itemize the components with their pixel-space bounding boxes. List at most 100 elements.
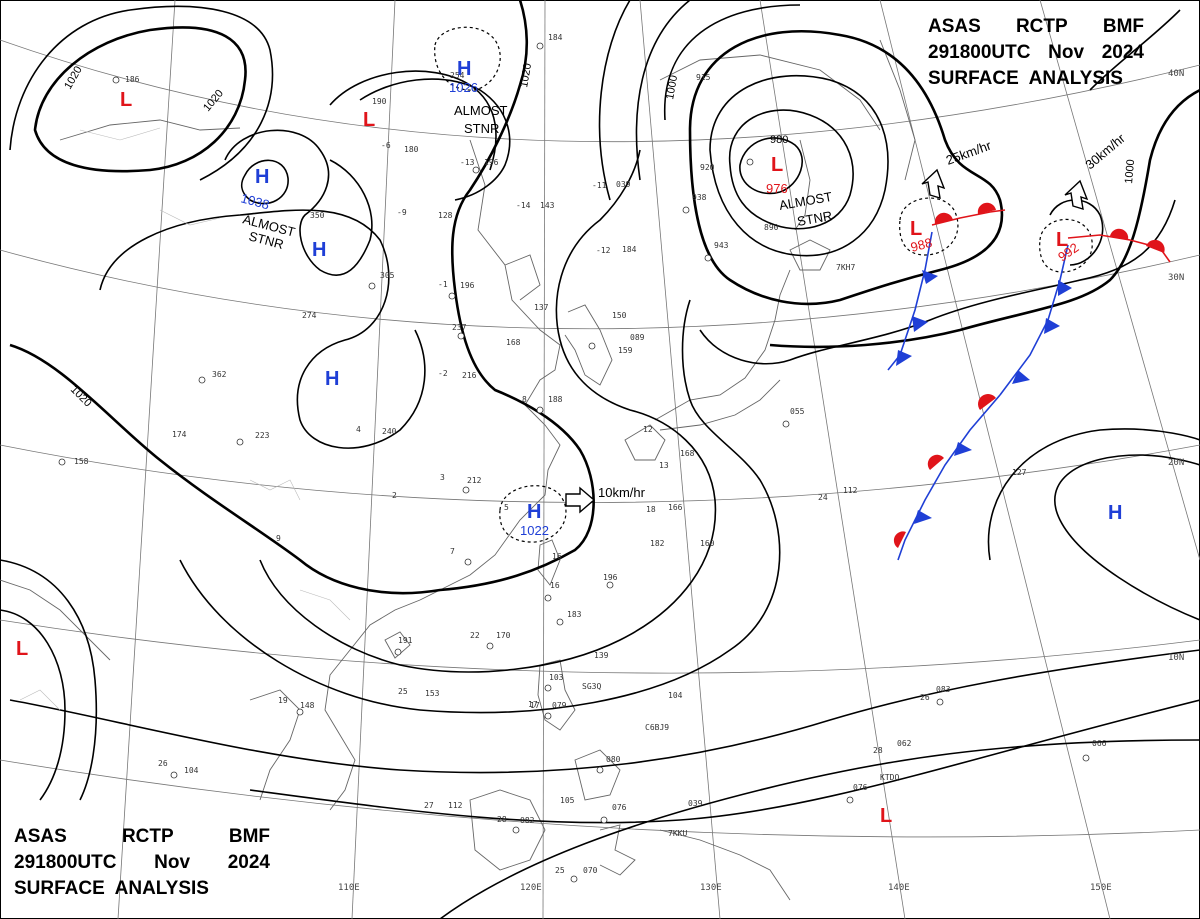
isobar-outer-east-3 xyxy=(598,0,631,201)
high-symbol: H xyxy=(527,501,541,523)
station-circle xyxy=(936,698,944,706)
high-symbol: H xyxy=(255,166,269,188)
coast-india xyxy=(0,579,111,661)
station-pressure: 153 xyxy=(425,689,440,698)
station-pressure: 182 xyxy=(650,539,665,548)
cold-barb xyxy=(954,442,972,456)
station-temp: 18 xyxy=(646,505,656,514)
cold-barb xyxy=(1058,280,1072,296)
isobar-low-976-2 xyxy=(728,109,854,230)
station-pressure: 237 xyxy=(452,323,467,332)
isobar-outer-1 xyxy=(179,299,781,714)
station-circle xyxy=(536,42,544,50)
station-circle xyxy=(368,282,376,290)
station-temp: 28 xyxy=(873,746,883,755)
isobar-mongolia-high-inner xyxy=(240,159,289,205)
lat-label: 20N xyxy=(1168,458,1184,468)
station-temp: 27 xyxy=(424,801,434,810)
station-temp: 4 xyxy=(356,425,361,434)
station-temp: -1 xyxy=(438,280,448,289)
station-temp: 5 xyxy=(504,503,509,512)
isobar-outer-2 xyxy=(9,649,1200,774)
station-temp: -14 xyxy=(516,201,531,210)
station-circle xyxy=(198,376,206,384)
station-circle xyxy=(448,292,456,300)
coast-mindanao xyxy=(574,749,621,801)
station-pressure: 274 xyxy=(302,311,317,320)
station-pressure: 305 xyxy=(380,271,395,280)
stationary-front xyxy=(897,394,1001,561)
title-line-2: 291800UTC Nov 2024 xyxy=(928,40,1144,66)
dashed-988 xyxy=(899,197,959,256)
low-value: 976 xyxy=(766,181,788,196)
meridian-140e xyxy=(759,0,906,919)
station-pressure: 103 xyxy=(549,673,564,682)
title-source: ASAS xyxy=(928,16,981,37)
parallel-30n xyxy=(0,249,1200,330)
station-temp: 22 xyxy=(470,631,480,640)
station-circle xyxy=(457,332,465,340)
station-circle xyxy=(462,486,470,494)
almost-stnr-label: ALMOST xyxy=(454,103,508,118)
ship-callsigns: C6BJ9 7KKU KTDQ SG3Q 7KH7 xyxy=(582,263,899,838)
station-temp: 16 xyxy=(552,552,562,561)
parallel-0 xyxy=(0,759,1200,838)
station-markers xyxy=(58,42,1090,883)
high-symbol: H xyxy=(312,239,326,261)
station-pressure: 915 xyxy=(696,73,711,82)
isobar-1000 xyxy=(688,30,1004,306)
station-pressure: 039 xyxy=(688,799,703,808)
cold-barb xyxy=(914,510,932,524)
isobar-southwest-2 xyxy=(0,609,66,801)
station-pressure: 254 xyxy=(450,71,465,80)
coast-okhotsk xyxy=(659,54,881,131)
station-pressure: 105 xyxy=(560,796,575,805)
graticule-labels: 110E 120E 130E 140E 150E 40N 30N 20N 10N xyxy=(338,69,1184,893)
station-pressure: 104 xyxy=(668,691,683,700)
coast-japan-honshu xyxy=(654,269,791,421)
almost-stnr-label: STNR xyxy=(464,121,499,136)
station-circle xyxy=(536,406,544,414)
station-pressure: 188 xyxy=(548,395,563,404)
station-pressure: 174 xyxy=(172,430,187,439)
coast-hokkaido xyxy=(789,239,831,271)
isobar-label: 980 xyxy=(770,134,788,146)
low-symbol: L xyxy=(16,638,28,660)
isobar-pacific-high xyxy=(987,428,1200,561)
station-circle xyxy=(544,684,552,692)
station-pressure: 170 xyxy=(496,631,511,640)
station-circle xyxy=(556,618,564,626)
motion-arrow-ne-2 xyxy=(1064,179,1089,210)
lat-label: 10N xyxy=(1168,653,1184,663)
lon-label: 110E xyxy=(338,883,360,893)
station-temp: 8 xyxy=(522,395,527,404)
coast-bohai xyxy=(504,254,541,301)
title-code: BMF xyxy=(1102,16,1144,37)
cold-barb xyxy=(1012,370,1030,384)
station-circle xyxy=(58,458,66,466)
motion-speed-label: 10km/hr xyxy=(598,485,646,500)
title-line-3: SURFACE ANALYSIS xyxy=(14,876,270,902)
station-circle xyxy=(236,438,244,446)
coast-taiwan xyxy=(537,539,561,586)
lon-label: 130E xyxy=(700,883,722,893)
lon-label: 120E xyxy=(520,883,542,893)
station-pressure: 127 xyxy=(1012,468,1027,477)
low-value: 988 xyxy=(909,235,934,255)
station-circle xyxy=(682,206,690,214)
isobar-outer-4 xyxy=(439,739,1200,919)
station-pressure: 104 xyxy=(184,766,199,775)
station-pressure: 180 xyxy=(404,145,419,154)
meridian-160e xyxy=(1039,0,1200,561)
station-pressure: 080 xyxy=(606,755,621,764)
warm-front-bulbs xyxy=(893,202,1165,548)
station-pressure: 137 xyxy=(534,303,549,312)
terrain-contours xyxy=(19,127,351,711)
isobar-north-outer xyxy=(9,5,274,181)
title-month: Nov xyxy=(1048,42,1085,63)
station-pressure: 148 xyxy=(300,701,315,710)
warm-bulb xyxy=(1110,228,1129,240)
station-pressure: 083 xyxy=(936,685,951,694)
station-pressure: 158 xyxy=(74,457,89,466)
